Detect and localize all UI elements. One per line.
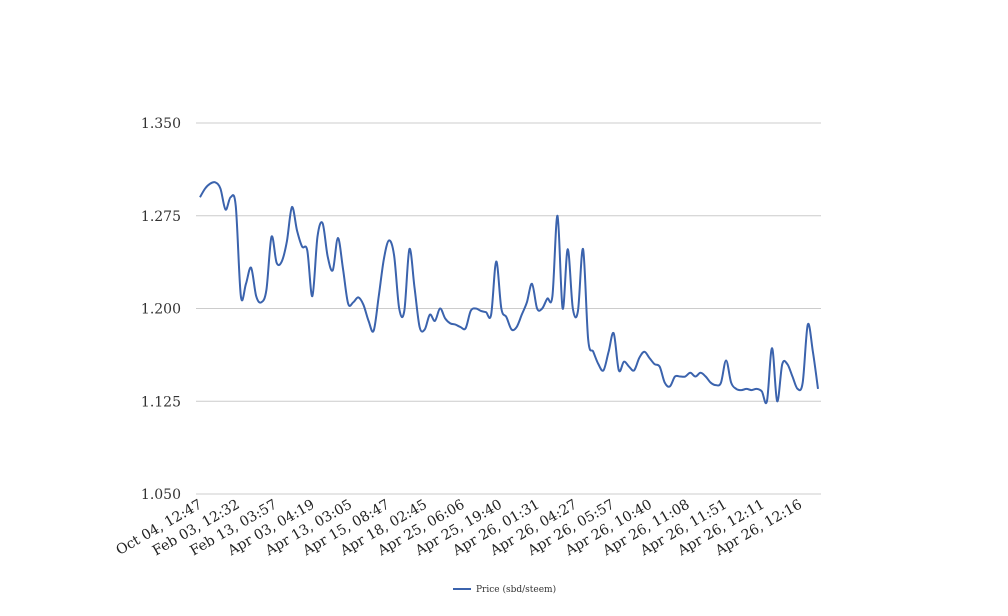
y-tick-label: 1.050 — [141, 487, 181, 503]
y-tick-label: 1.200 — [141, 302, 181, 318]
series-layer — [199, 181, 819, 405]
y-tick-label: 1.350 — [141, 116, 181, 132]
legend-label-price: Price (sbd/steem) — [476, 584, 556, 595]
y-tick-label: 1.125 — [141, 394, 181, 410]
series-line-price — [199, 181, 819, 405]
y-axis-tick-labels: 1.350 1.275 1.200 1.125 1.050 — [141, 116, 181, 503]
y-tick-label: 1.275 — [141, 209, 181, 225]
legend: Price (sbd/steem) — [453, 584, 556, 595]
grid-lines — [196, 122, 821, 495]
